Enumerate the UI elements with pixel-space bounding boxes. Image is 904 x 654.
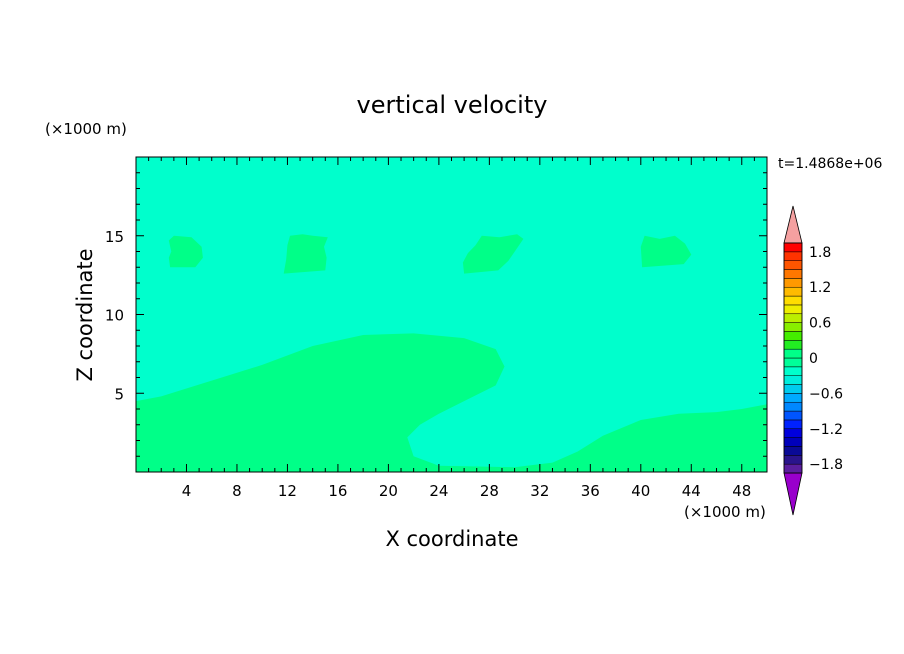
colorbar-label: 0.6: [809, 316, 831, 332]
x-tick-label: 12: [278, 482, 297, 500]
colorbar-swatch: [783, 295, 803, 306]
colorbar-swatch: [783, 278, 803, 288]
colorbar: 1.8 1.2 0.6 0 −0.6 −1.2 −1.8: [783, 205, 843, 516]
colorbar-swatch: [783, 322, 803, 332]
x-axis-title: X coordinate: [385, 527, 518, 551]
x-tick-label: 48: [732, 482, 751, 500]
colorbar-label: −0.6: [809, 386, 843, 402]
colorbar-swatch: [783, 251, 803, 261]
x-tick-label: 40: [631, 482, 650, 500]
colorbar-swatch: [783, 375, 803, 385]
updraft-layer-region: [136, 333, 767, 472]
x-tick-label: 8: [232, 482, 242, 500]
updraft-cell-region: [462, 234, 524, 274]
colorbar-swatch: [783, 366, 803, 376]
colorbar-swatch: [783, 304, 803, 315]
chart-title: vertical velocity: [357, 91, 548, 119]
colorbar-swatch: [783, 269, 803, 279]
colorbar-swatch: [783, 384, 803, 394]
x-tick-label: 44: [682, 482, 701, 500]
x-tick-label: 36: [581, 482, 600, 500]
updraft-cell-region: [640, 235, 692, 268]
colorbar-swatch: [783, 410, 803, 421]
colorbar-label: −1.2: [809, 422, 843, 438]
y-tick-label: 10: [105, 307, 124, 325]
colorbar-swatch: [783, 286, 803, 297]
x-tick-label: 32: [530, 482, 549, 500]
colorbar-label: 1.2: [809, 280, 831, 296]
colorbar-min-triangle: [783, 472, 803, 516]
x-axis-unit: (×1000 m): [684, 503, 766, 521]
colorbar-swatch: [783, 260, 803, 270]
colorbar-swatch: [783, 455, 803, 465]
colorbar-swatch: [783, 419, 803, 430]
colorbar-swatch: [783, 401, 803, 412]
y-axis-unit: (×1000 m): [45, 120, 127, 138]
x-tick-label: 16: [328, 482, 347, 500]
x-tick-label: 4: [182, 482, 192, 500]
colorbar-label: −1.8: [809, 457, 843, 473]
colorbar-swatch: [783, 242, 803, 253]
x-tick-label: 20: [379, 482, 398, 500]
colorbar-label: 0: [809, 351, 818, 367]
colorbar-swatch: [783, 393, 803, 403]
time-label: t=1.4868e+06: [778, 156, 882, 172]
colorbar-swatch: [783, 331, 803, 341]
x-tick-label: 24: [429, 482, 448, 500]
colorbar-swatch: [783, 313, 803, 323]
colorbar-swatch: [783, 348, 803, 359]
colorbar-swatch: [783, 437, 803, 447]
y-tick-label: 5: [114, 385, 124, 403]
x-tick-label: 28: [480, 482, 499, 500]
colorbar-max-triangle: [783, 205, 803, 244]
updraft-cell-region: [168, 235, 203, 268]
colorbar-swatch: [783, 340, 803, 350]
colorbar-label: 1.8: [809, 245, 831, 261]
colorbar-swatch: [783, 357, 803, 368]
y-tick-label: 15: [105, 228, 124, 246]
updraft-cell-region: [283, 234, 328, 274]
y-axis-title: Z coordinate: [73, 248, 97, 381]
colorbar-swatch: [783, 446, 803, 456]
colorbar-frame: [783, 242, 803, 474]
colorbar-swatch: [783, 428, 803, 438]
colorbar-swatch: [783, 463, 803, 474]
